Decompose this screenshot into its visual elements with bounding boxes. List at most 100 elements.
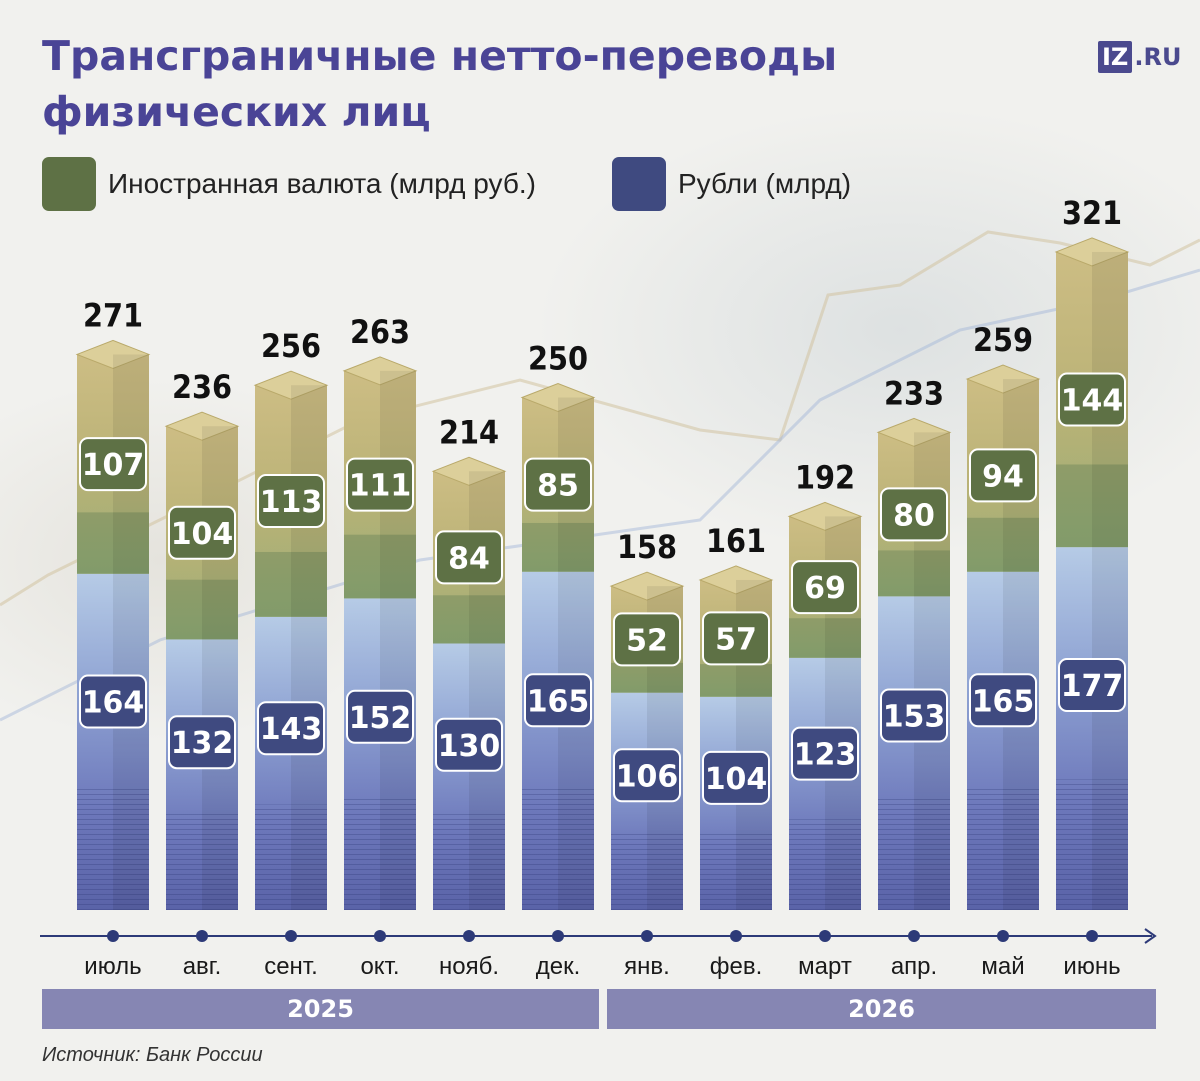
- bar-total-label: 259: [973, 321, 1033, 359]
- bar-top-cap: [75, 339, 151, 369]
- foreign-value-badge: [702, 611, 770, 666]
- foreign-value-badge: [969, 448, 1037, 503]
- bar-rubles-texture: [344, 797, 416, 910]
- foreign-value-badge: [79, 437, 147, 492]
- bar-rubles-texture: [878, 797, 950, 910]
- foreign-value-label: 107: [82, 448, 145, 483]
- rubles-value-badge: [79, 674, 147, 729]
- rubles-value-badge: [613, 748, 681, 803]
- rubles-value-badge: [435, 717, 503, 772]
- month-label: сент.: [264, 953, 318, 980]
- bar-total-label: 250: [528, 340, 588, 378]
- bar-total-label: 158: [617, 528, 677, 566]
- bar-foreign-band: [166, 579, 238, 640]
- bar-side-shade: [380, 370, 416, 911]
- legend-label-foreign: Иностранная валюта (млрд руб.): [108, 168, 536, 199]
- year-band-2026: 2026: [607, 989, 1156, 1029]
- year-band-2025: 2025: [42, 989, 599, 1029]
- legend-item-rubles: Рубли (млрд): [612, 156, 851, 212]
- bar-foreign-band: [789, 618, 861, 658]
- month-label: нояб.: [439, 953, 499, 980]
- bar-side-shade: [1092, 251, 1128, 910]
- bar-foreign-band: [522, 522, 594, 572]
- foreign-value-badge: [1058, 372, 1126, 427]
- rubles-value-label: 153: [883, 700, 946, 735]
- bar-total-label: 214: [439, 413, 499, 451]
- month-label: окт.: [360, 953, 399, 980]
- bar-top-cap: [342, 356, 418, 386]
- logo-suffix: .RU: [1134, 43, 1182, 71]
- rubles-value-badge: [346, 689, 414, 744]
- foreign-value-badge: [346, 457, 414, 512]
- foreign-value-badge: [435, 530, 503, 585]
- bar-total-label: 271: [83, 296, 143, 334]
- bar-foreign-band: [433, 595, 505, 644]
- foreign-value-label: 52: [626, 623, 668, 658]
- legend-label-rubles: Рубли (млрд): [678, 168, 852, 199]
- bar-group: [342, 356, 418, 911]
- bar-group: [75, 339, 151, 910]
- bar-top-cap: [431, 456, 507, 486]
- month-label: июнь: [1063, 953, 1120, 980]
- month-label: июль: [84, 953, 141, 980]
- rubles-value-badge: [969, 673, 1037, 728]
- rubles-value-badge: [880, 688, 948, 743]
- bar-foreign-band: [967, 517, 1039, 572]
- bar-rubles-texture: [77, 788, 149, 910]
- bar-total-label: 263: [350, 313, 410, 351]
- rubles-value-badge: [791, 726, 859, 781]
- bar-rubles-texture: [1056, 779, 1128, 910]
- bar-rubles-texture: [166, 812, 238, 910]
- bar-top-cap: [164, 411, 240, 441]
- bar-total-label: 236: [172, 368, 232, 406]
- rubles-value-badge: [524, 673, 592, 728]
- rubles-value-label: 104: [705, 762, 768, 797]
- x-axis: июль авг. сент. окт. нояб. дек. янв. фев. март ап…: [40, 928, 1157, 980]
- rubles-value-label: 177: [1061, 669, 1124, 704]
- bar-top-cap: [787, 501, 863, 531]
- foreign-value-label: 80: [893, 498, 935, 533]
- rubles-value-label: 165: [972, 684, 1035, 719]
- iz-logo[interactable]: IZ .RU: [1098, 40, 1181, 74]
- month-label: май: [981, 953, 1024, 980]
- bar-rubles-texture: [789, 819, 861, 910]
- month-label: апр.: [891, 953, 937, 980]
- rubles-value-label: 123: [794, 738, 857, 773]
- bar-group: [253, 370, 329, 910]
- bar-foreign-band: [1056, 464, 1128, 548]
- rubles-value-label: 143: [260, 712, 323, 747]
- bar-rubles-texture: [433, 814, 505, 910]
- bar-group: [965, 364, 1041, 910]
- bar-group: [164, 411, 240, 910]
- month-label: янв.: [624, 953, 670, 980]
- foreign-value-label: 69: [804, 571, 846, 606]
- rubles-value-label: 165: [527, 684, 590, 719]
- rubles-value-badge: [702, 750, 770, 805]
- bar-top-cap: [520, 382, 596, 413]
- bar-total-label: 161: [706, 522, 766, 560]
- source-note: Источник: Банк России: [42, 1044, 263, 1066]
- bar-top-cap: [609, 571, 685, 601]
- foreign-value-badge: [791, 560, 859, 615]
- bar-group: [787, 501, 863, 910]
- bar-top-cap: [253, 370, 329, 400]
- foreign-value-badge: [613, 612, 681, 667]
- bar-top-cap: [876, 417, 952, 447]
- foreign-value-label: 144: [1061, 384, 1124, 419]
- legend-swatch-rubles: [612, 157, 666, 211]
- rubles-value-label: 164: [82, 686, 145, 721]
- month-label: фев.: [710, 953, 763, 980]
- bar-side-shade: [291, 385, 327, 910]
- bar-top-cap: [698, 565, 774, 595]
- month-label: дек.: [536, 953, 581, 980]
- foreign-value-label: 85: [537, 469, 579, 504]
- bar-side-shade: [202, 426, 238, 910]
- rubles-value-label: 132: [171, 726, 234, 761]
- bar-foreign-band: [700, 664, 772, 697]
- bar-group: [431, 456, 507, 910]
- foreign-value-badge: [257, 474, 325, 529]
- bar-foreign-band: [77, 512, 149, 574]
- bar-group: [1054, 237, 1130, 910]
- logo-mark: IZ: [1098, 41, 1133, 73]
